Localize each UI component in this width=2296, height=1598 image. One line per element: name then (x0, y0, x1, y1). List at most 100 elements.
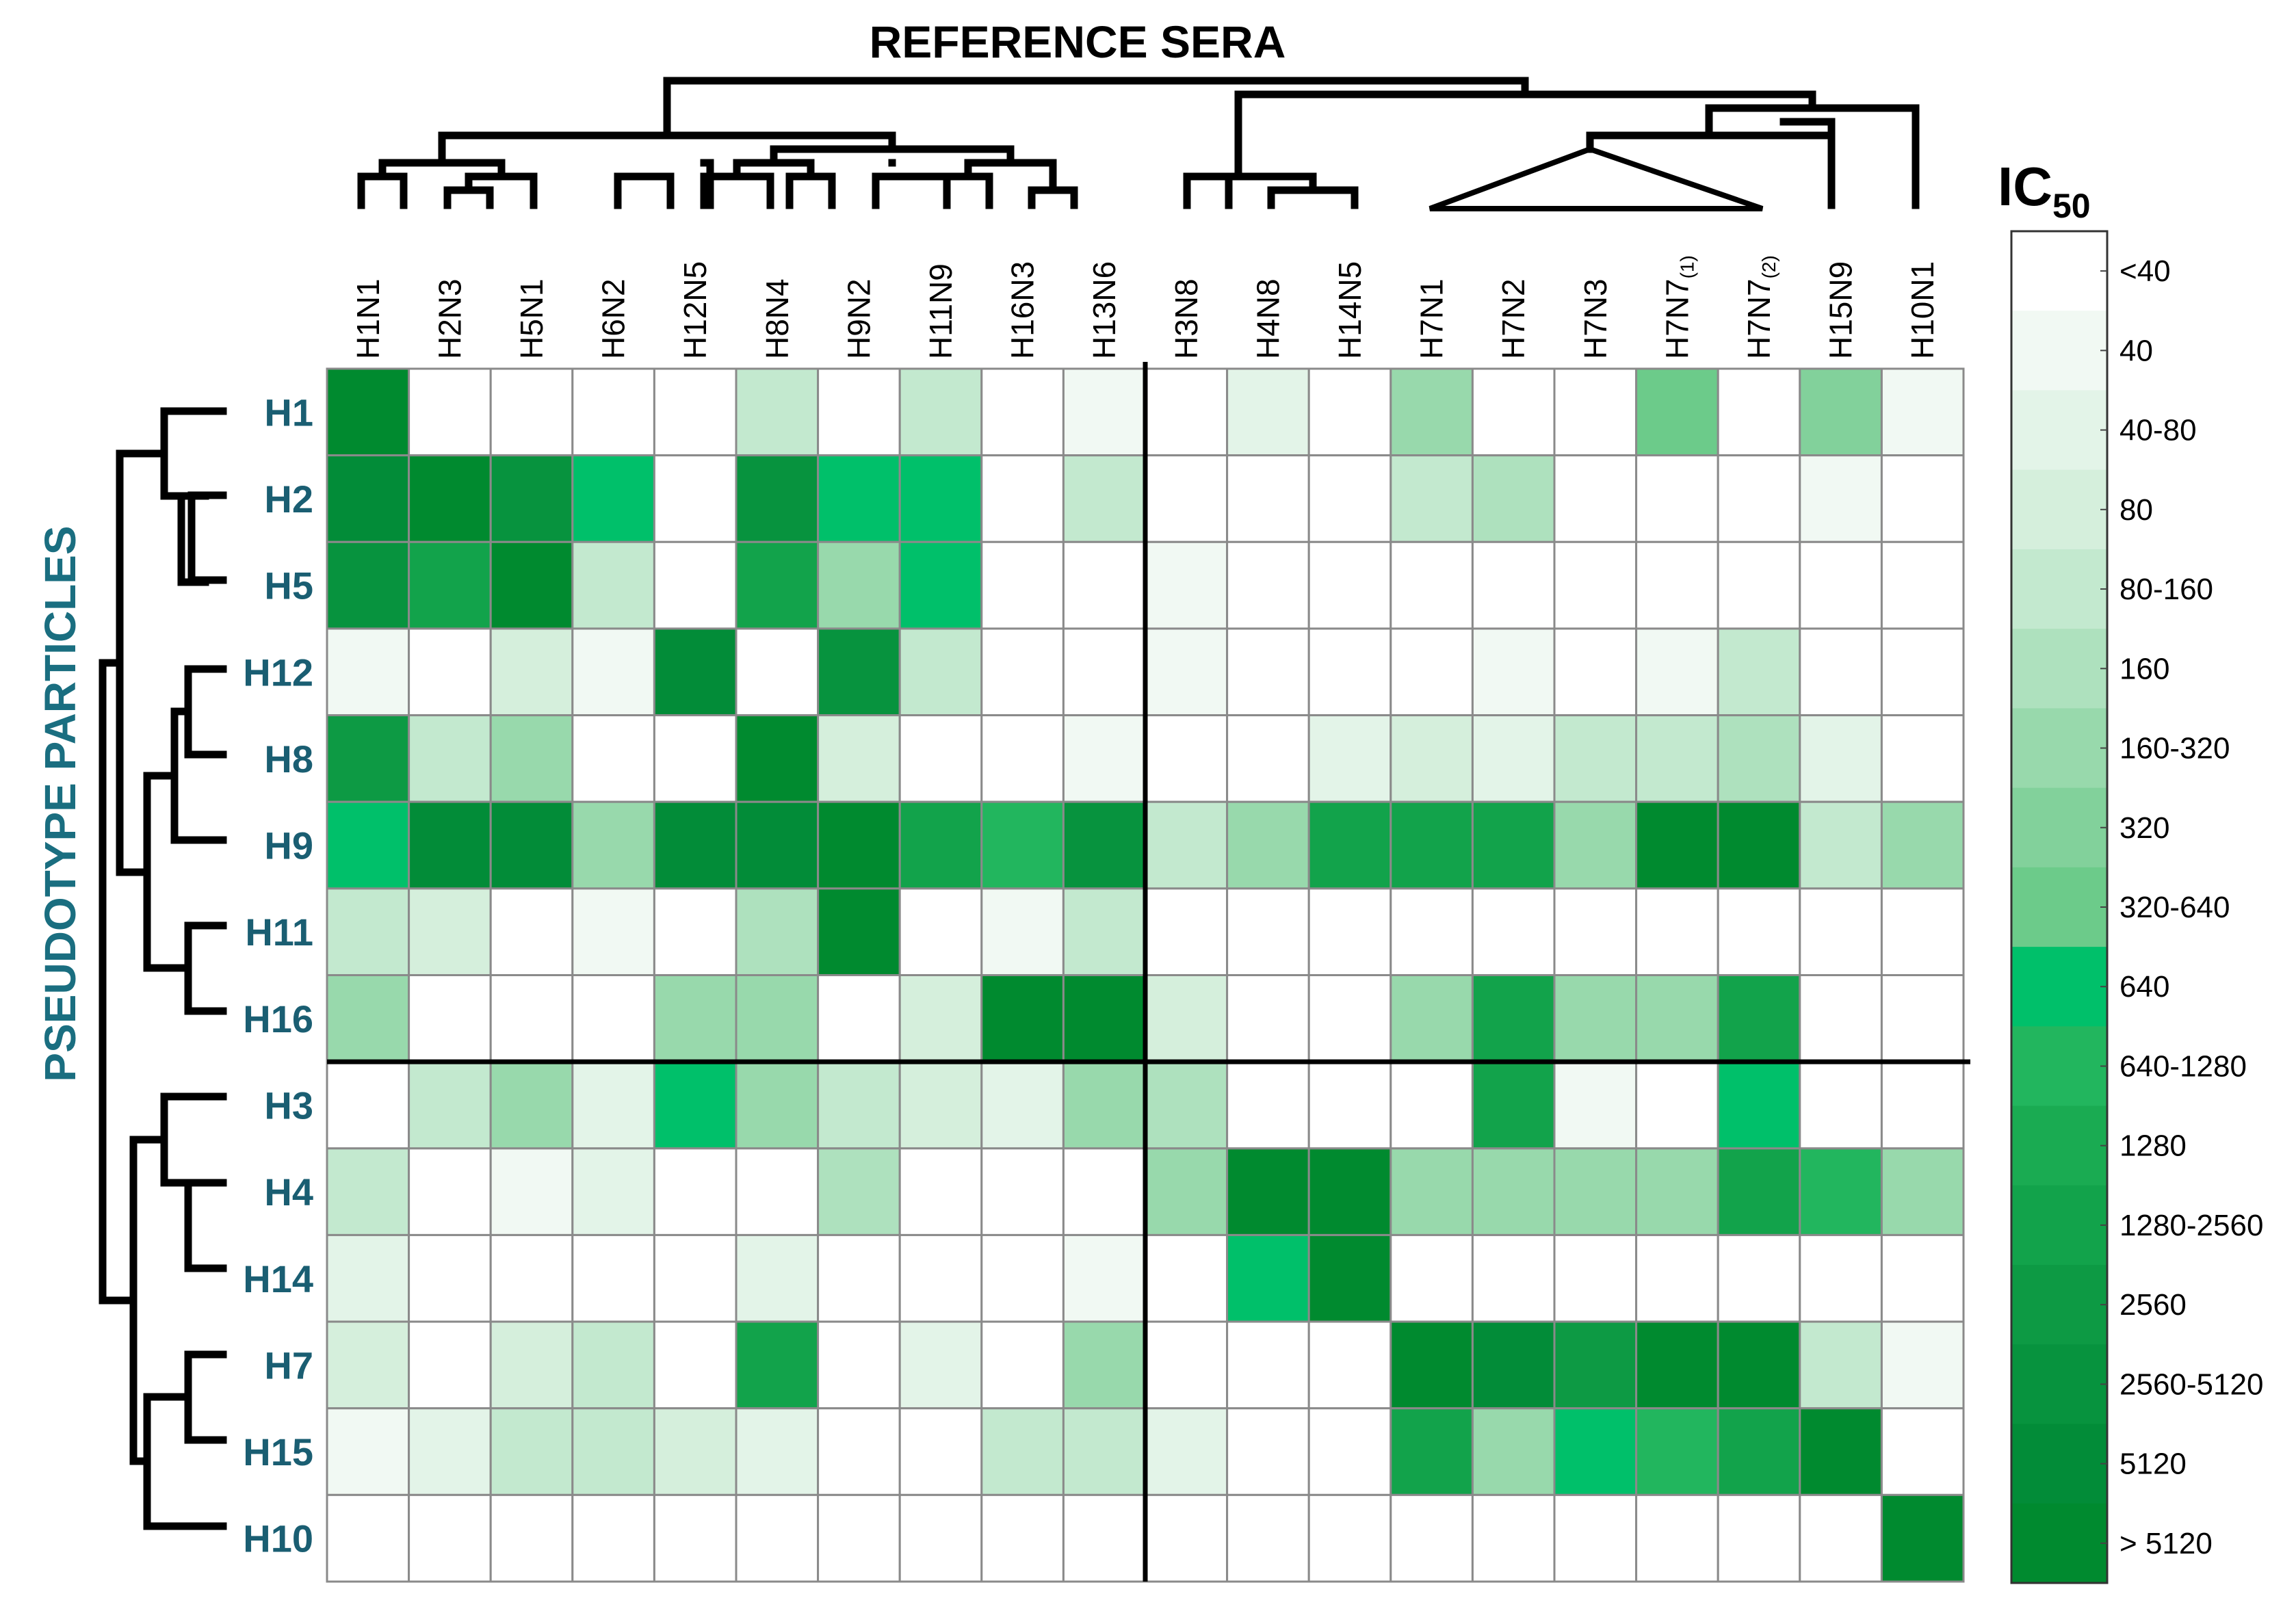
heatmap-cell-H1-h7n7 (1717, 367, 1801, 457)
heatmap-cell-H3-h2n3 (408, 1060, 492, 1150)
heatmap-cell-H14-h16n3 (980, 1233, 1065, 1323)
heatmap-cell-H9-h7n1 (1390, 800, 1474, 890)
heatmap-cell-H7-h7n7 (1717, 1320, 1801, 1410)
column-label-6: H9N2 (841, 278, 876, 359)
column-label-superscript: (2) (1758, 255, 1779, 278)
heatmap-cell-H8-h9n2 (817, 714, 901, 803)
column-labels: H1N1 H2N3 H5N1 H6N2 H12N5 H8N4 H9N2 H11N9 H16N3 H… (350, 255, 1940, 359)
column-label-text: H16N3 (1005, 261, 1041, 359)
row-label-H1: H1 (264, 391, 313, 434)
row-label-H11: H11 (245, 911, 313, 954)
heatmap-cell-H11-h6n2 (571, 887, 655, 977)
heatmap-cell-H7-h12n5 (653, 1320, 738, 1410)
column-label-text: H7N2 (1496, 278, 1531, 359)
heatmap-cell-H8-h14n5 (1307, 714, 1392, 803)
row-dendrogram (99, 407, 227, 1530)
heatmap-cell-H3-h11n9 (898, 1060, 983, 1150)
heatmap-cell-H1-h7n3 (1553, 367, 1638, 457)
legend-label-8: 320-640 (2119, 891, 2230, 924)
heatmap-cell-H16-h4n8 (1226, 974, 1310, 1063)
heatmap-cell-H9-h8n4 (735, 800, 820, 890)
row-label-H5: H5 (264, 564, 313, 607)
heatmap-cell-H3-h8n4 (735, 1060, 820, 1150)
heatmap-cell-H14-h7n3 (1553, 1233, 1638, 1323)
heatmap-cell-H1-h2n3 (408, 367, 492, 457)
heatmap-cell-H9-h1n1 (326, 800, 410, 890)
heatmap-cell-H4-h11n9 (898, 1147, 983, 1236)
heatmap-cell-H4-h7n7 (1635, 1147, 1719, 1236)
heatmap-cell-H1-h13n6 (1062, 367, 1147, 457)
heatmap-cell-H12-h1n1 (326, 627, 410, 717)
heatmap-cell-H9-h7n7 (1717, 800, 1801, 890)
heatmap-cell-H5-h12n5 (653, 540, 738, 630)
heatmap-cell-H16-h14n5 (1307, 974, 1392, 1063)
heatmap-cell-H10-h7n1 (1390, 1493, 1474, 1583)
heatmap-cell-H8-h7n7 (1635, 714, 1719, 803)
heatmap-cell-H11-h1n1 (326, 887, 410, 977)
legend-label-3: 80 (2119, 493, 2153, 527)
heatmap-cell-H9-h10n1 (1880, 800, 1965, 890)
heatmap-cell-H1-h5n1 (489, 367, 574, 457)
row-label-H15: H15 (243, 1430, 313, 1473)
heatmap-cell-H8-h1n1 (326, 714, 410, 803)
heatmap-cell-H8-h4n8 (1226, 714, 1310, 803)
legend-swatch-5 (2011, 629, 2107, 709)
heatmap-cell-H5-h14n5 (1307, 540, 1392, 630)
heatmap-cell-H3-h3n8 (1144, 1060, 1229, 1150)
heatmap-cell-H15-h4n8 (1226, 1407, 1310, 1496)
heatmap-cell-H16-h13n6 (1062, 974, 1147, 1063)
heatmap-cell-H14-h5n1 (489, 1233, 574, 1323)
heatmap-cell-H4-h13n6 (1062, 1147, 1147, 1236)
column-label-text: H4N8 (1250, 278, 1286, 359)
heatmap-cell-H3-h7n7 (1717, 1060, 1801, 1150)
legend-label-10: 640-1280 (2119, 1049, 2247, 1083)
heatmap-cell-H12-h7n1 (1390, 627, 1474, 717)
column-label-15: H7N3 (1578, 278, 1613, 359)
heatmap-cell-H15-h16n3 (980, 1407, 1065, 1496)
column-label-5: H8N4 (759, 278, 795, 359)
row-label-H16: H16 (243, 997, 313, 1040)
heatmap-cell-H5-h8n4 (735, 540, 820, 630)
column-label-8: H16N3 (1005, 261, 1041, 359)
legend-swatch-9 (2011, 947, 2107, 1027)
heatmap-cell-H12-h7n3 (1553, 627, 1638, 717)
heatmap-cell-H14-h7n1 (1390, 1233, 1474, 1323)
heatmap-cell-H15-h5n1 (489, 1407, 574, 1496)
heatmap-cell-H12-h15n9 (1799, 627, 1883, 717)
heatmap-cell-H14-h3n8 (1144, 1233, 1229, 1323)
heatmap-cell-H15-h7n2 (1471, 1407, 1556, 1496)
heatmap-cell-H5-h13n6 (1062, 540, 1147, 630)
heatmap-cell-H8-h3n8 (1144, 714, 1229, 803)
heatmap-cell-H12-h5n1 (489, 627, 574, 717)
heatmap-cell-H1-h1n1 (326, 367, 410, 457)
heatmap-cell-H11-h7n1 (1390, 887, 1474, 977)
column-label-text: H1N1 (350, 278, 386, 359)
heatmap-cell-H2-h10n1 (1880, 454, 1965, 543)
heatmap-cell-H2-h13n6 (1062, 454, 1147, 543)
heatmap-cell-H16-h7n7 (1717, 974, 1801, 1063)
heatmap-cell-H4-h8n4 (735, 1147, 820, 1236)
heatmap-cell-H9-h4n8 (1226, 800, 1310, 890)
heatmap-cell-H7-h7n7 (1635, 1320, 1719, 1410)
heatmap-cell-H10-h7n2 (1471, 1493, 1556, 1583)
heatmap-cell-H8-h7n7 (1717, 714, 1801, 803)
color-legend: IC50 <40 40 40-80 80 80-160 160 160-320 320 320-… (1998, 156, 2263, 1584)
heatmap-cell-H5-h2n3 (408, 540, 492, 630)
heatmap-cell-H4-h15n9 (1799, 1147, 1883, 1236)
column-label-text: H7N3 (1578, 278, 1613, 359)
column-label-text: H8N4 (759, 278, 795, 359)
heatmap-cell-H5-h15n9 (1799, 540, 1883, 630)
column-label-16: H7N7(1) (1659, 255, 1697, 359)
heatmap-cell-H2-h3n8 (1144, 454, 1229, 543)
heatmap-cell-H15-h10n1 (1880, 1407, 1965, 1496)
heatmap-cell-H9-h5n1 (489, 800, 574, 890)
heatmap-cell-H5-h3n8 (1144, 540, 1229, 630)
column-label-10: H3N8 (1169, 278, 1204, 359)
heatmap-cell-H5-h4n8 (1226, 540, 1310, 630)
heatmap-cell-H1-h7n1 (1390, 367, 1474, 457)
heatmap-cell-H14-h9n2 (817, 1233, 901, 1323)
legend-label-15: 5120 (2119, 1448, 2187, 1481)
heatmap-cell-H11-h9n2 (817, 887, 901, 977)
heatmap-cell-H8-h16n3 (980, 714, 1065, 803)
